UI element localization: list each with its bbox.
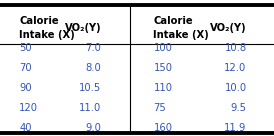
- Text: 70: 70: [19, 63, 32, 73]
- Text: 10.0: 10.0: [224, 83, 247, 93]
- Text: 11.0: 11.0: [79, 103, 101, 113]
- Text: VO₂(Y): VO₂(Y): [210, 23, 247, 33]
- Text: 75: 75: [153, 103, 166, 113]
- Text: 9.0: 9.0: [85, 123, 101, 133]
- Text: 40: 40: [19, 123, 32, 133]
- Text: 10.8: 10.8: [224, 43, 247, 53]
- Text: VO₂(Y): VO₂(Y): [65, 23, 101, 33]
- Text: 7.0: 7.0: [85, 43, 101, 53]
- Text: 50: 50: [19, 43, 32, 53]
- Text: Calorie: Calorie: [19, 16, 59, 26]
- Text: 100: 100: [153, 43, 172, 53]
- Text: Intake (X): Intake (X): [153, 30, 209, 40]
- Text: 110: 110: [153, 83, 172, 93]
- Text: 11.9: 11.9: [224, 123, 247, 133]
- Text: Intake (X): Intake (X): [19, 30, 75, 40]
- Text: 10.5: 10.5: [79, 83, 101, 93]
- Text: 8.0: 8.0: [86, 63, 101, 73]
- Text: Calorie: Calorie: [153, 16, 193, 26]
- Text: 12.0: 12.0: [224, 63, 247, 73]
- Text: 150: 150: [153, 63, 172, 73]
- Text: 9.5: 9.5: [231, 103, 247, 113]
- Text: 120: 120: [19, 103, 38, 113]
- Text: 90: 90: [19, 83, 32, 93]
- Text: 160: 160: [153, 123, 172, 133]
